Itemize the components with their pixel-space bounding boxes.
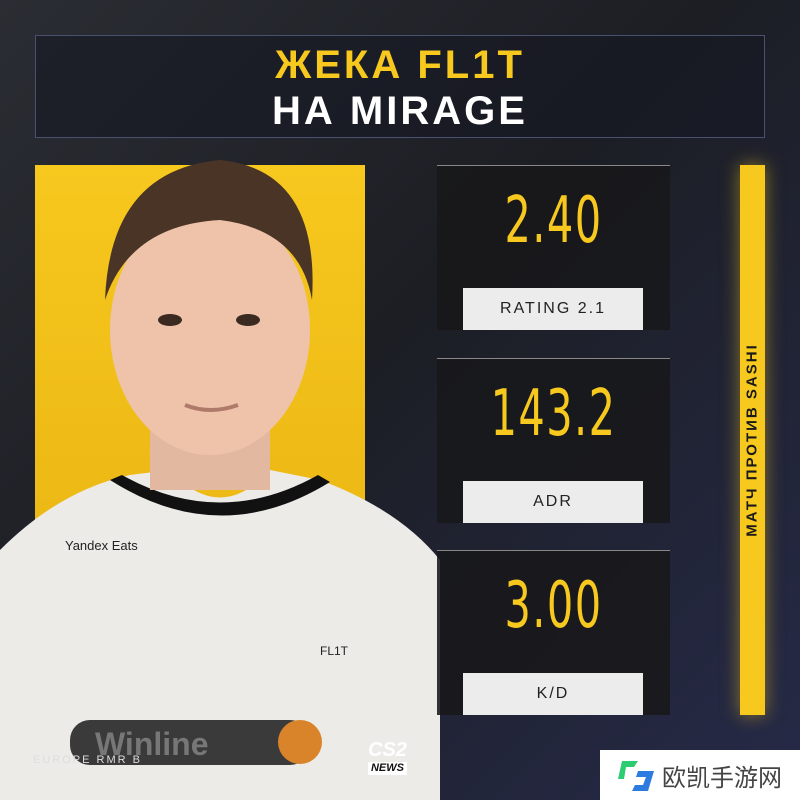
event-label: EUROPE RMR B [33,754,142,766]
watermark: 欧凯手游网 [600,750,800,800]
stat-label: ADR [463,481,643,523]
sponsor-winline: Winline [95,726,208,762]
stat-value: 3.00 [504,569,603,643]
stat-label: RATING 2.1 [463,288,643,330]
stat-value: 2.40 [504,184,603,258]
logo-top: CS2 [368,739,407,761]
stat-rating: 2.40 RATING 2.1 [437,165,670,330]
stat-value: 143.2 [490,377,617,451]
player-tag: FL1T [320,644,349,658]
player-photo: Winline Yandex Eats FL1T [0,160,440,800]
stat-label: K/D [463,673,643,715]
watermark-logo-icon [618,761,654,791]
title-line1: ЖЕКА FL1T [275,43,525,87]
sponsor-yandex: Yandex Eats [65,538,138,553]
watermark-text: 欧凯手游网 [662,763,782,792]
title-box: ЖЕКА FL1T НА MIRAGE [35,35,765,138]
logo-bottom: NEWS [368,762,407,775]
stat-adr: 143.2 ADR [437,358,670,523]
title-line2: НА MIRAGE [272,89,528,133]
side-banner: МАТЧ ПРОТИВ SASHI [740,165,765,715]
stat-kd: 3.00 K/D [437,550,670,715]
cs2-news-logo: CS2 NEWS [368,740,407,775]
side-banner-text: МАТЧ ПРОТИВ SASHI [743,343,761,537]
